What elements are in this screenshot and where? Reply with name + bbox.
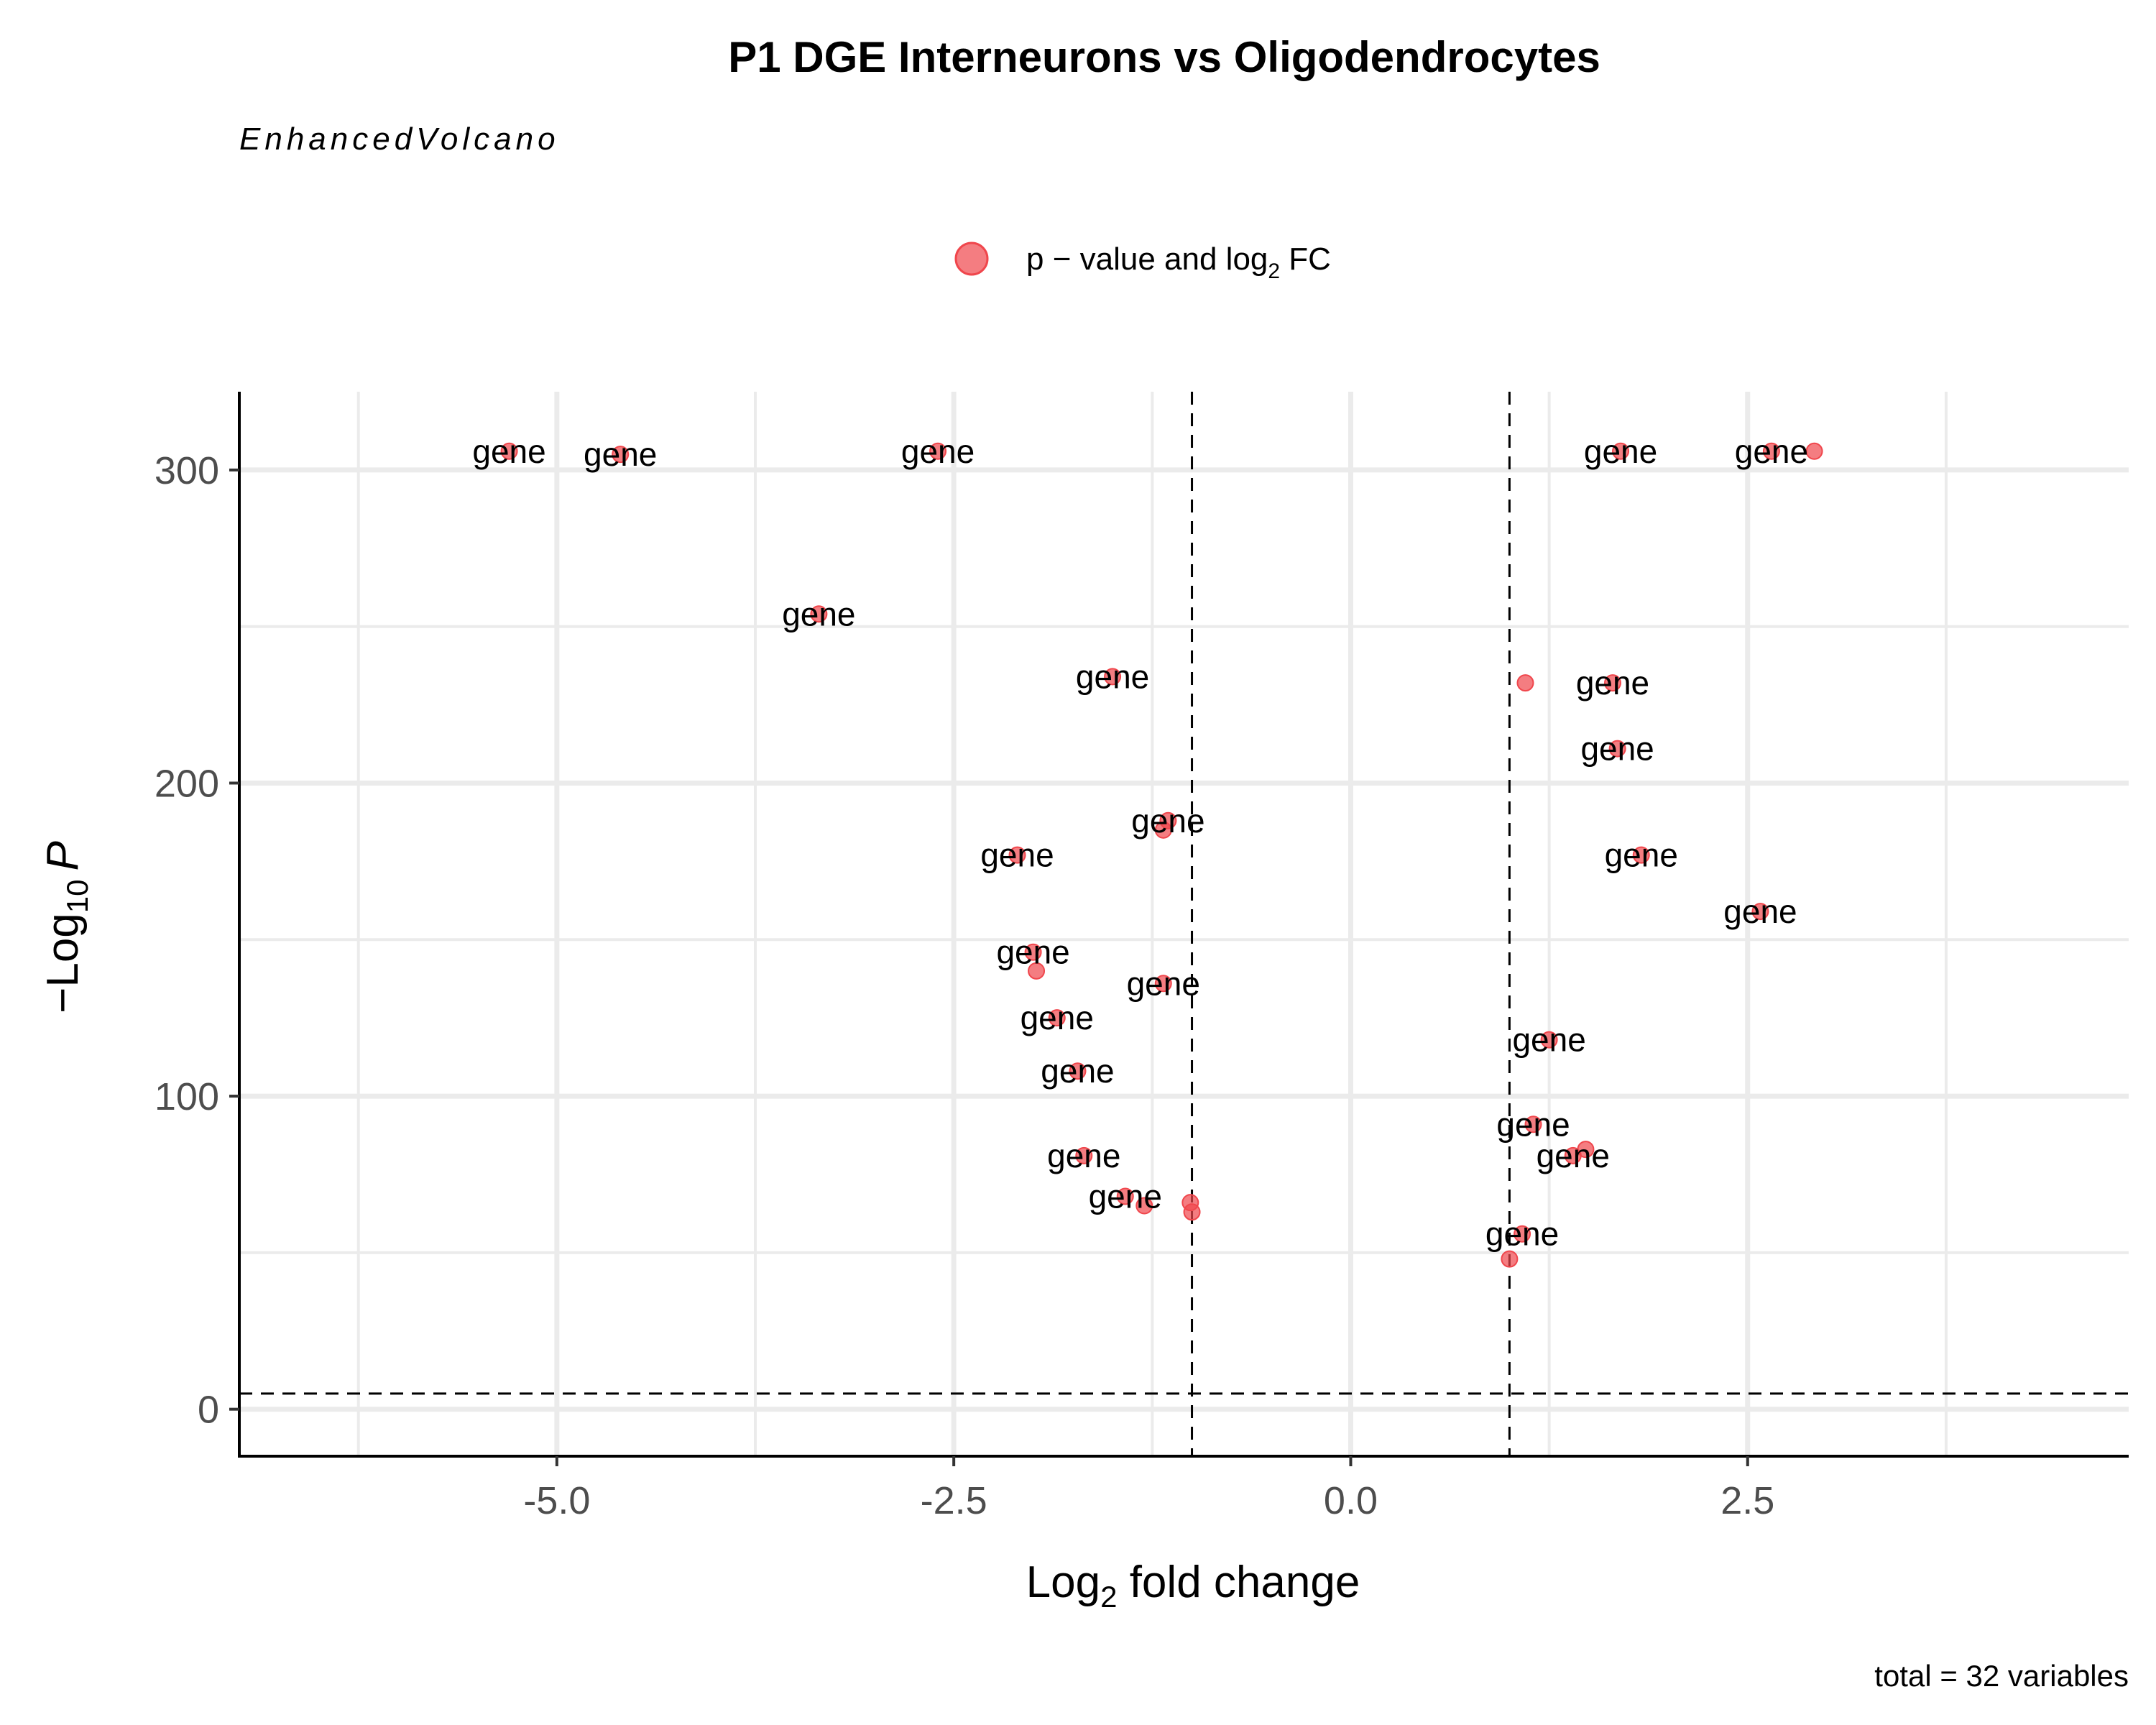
x-tick-label: -5.0 bbox=[523, 1479, 590, 1522]
data-point bbox=[1632, 846, 1650, 864]
x-tick-labels: -5.0 -2.5 0.0 2.5 bbox=[523, 1479, 1774, 1522]
data-point bbox=[1516, 674, 1534, 692]
point-label: gene bbox=[584, 436, 657, 473]
x-axis-title: Log2 fold change bbox=[1026, 1558, 1360, 1614]
data-point bbox=[500, 442, 518, 460]
data-point bbox=[1603, 674, 1621, 692]
data-point bbox=[929, 442, 947, 460]
data-point bbox=[612, 446, 630, 464]
chart-caption: total = 32 variables bbox=[1874, 1659, 2129, 1693]
data-point bbox=[1762, 442, 1780, 460]
data-point bbox=[1564, 1146, 1582, 1164]
y-tick-label: 0 bbox=[198, 1389, 219, 1432]
point-label: gene bbox=[1580, 730, 1654, 768]
data-point bbox=[1183, 1203, 1201, 1221]
data-point bbox=[1154, 975, 1172, 993]
point-label: gene bbox=[1723, 893, 1797, 930]
point-label: gene bbox=[901, 433, 975, 470]
point-labels: gene gene genegenegenegenegenegenegenegene… bbox=[472, 433, 1808, 1253]
x-tick-label: 0.0 bbox=[1324, 1479, 1378, 1522]
point-label: gene bbox=[1131, 802, 1204, 840]
point-label: gene bbox=[1605, 837, 1678, 874]
data-point bbox=[1104, 668, 1122, 686]
data-point bbox=[1751, 903, 1769, 921]
point-label: gene bbox=[1735, 433, 1808, 470]
data-point bbox=[1805, 442, 1823, 460]
data-point bbox=[1024, 943, 1042, 961]
legend: p − value and log2 FC bbox=[954, 242, 1331, 283]
point-label: gene bbox=[1127, 965, 1200, 1002]
point-label: gene bbox=[1584, 433, 1657, 470]
axes bbox=[229, 392, 2129, 1466]
legend-marker bbox=[954, 242, 989, 276]
y-tick-label: 100 bbox=[155, 1075, 219, 1118]
data-point bbox=[1524, 1116, 1542, 1133]
data-point bbox=[1154, 821, 1172, 839]
y-axis-title: −Log10P bbox=[38, 841, 94, 1013]
point-label: gene bbox=[1512, 1021, 1585, 1059]
point-label: gene bbox=[1485, 1215, 1559, 1253]
x-tick-label: 2.5 bbox=[1720, 1479, 1774, 1522]
data-point bbox=[1008, 846, 1026, 864]
data-point bbox=[1514, 1225, 1531, 1243]
data-point bbox=[1028, 962, 1046, 980]
point-label: gene bbox=[1076, 658, 1149, 695]
data-point bbox=[810, 605, 828, 623]
point-label: gene bbox=[1576, 664, 1649, 702]
data-point bbox=[1540, 1031, 1558, 1049]
point-label: gene bbox=[1089, 1177, 1162, 1215]
chart-subtitle: EnhancedVolcano bbox=[239, 121, 560, 157]
y-tick-labels: 0 100 200 300 bbox=[155, 449, 219, 1432]
point-label: gene bbox=[472, 433, 545, 470]
point-label: gene bbox=[1537, 1137, 1610, 1174]
point-label: gene bbox=[1496, 1105, 1570, 1143]
point-label: gene bbox=[1021, 999, 1094, 1036]
point-label: gene bbox=[1047, 1137, 1120, 1174]
data-point bbox=[1501, 1250, 1519, 1268]
point-label: gene bbox=[782, 595, 855, 632]
data-point bbox=[1608, 740, 1626, 758]
data-points bbox=[500, 442, 1823, 1268]
x-tick-label: -2.5 bbox=[921, 1479, 987, 1522]
data-point bbox=[1069, 1062, 1087, 1080]
data-point bbox=[1048, 1009, 1066, 1027]
legend-label: p − value and log2 FC bbox=[1026, 242, 1331, 283]
y-tick-label: 200 bbox=[155, 762, 219, 805]
point-label: gene bbox=[980, 837, 1054, 874]
point-label: gene bbox=[1041, 1052, 1114, 1090]
data-point bbox=[1116, 1187, 1134, 1205]
chart-title: P1 DGE Interneurons vs Oligodendrocytes bbox=[728, 33, 1600, 81]
data-point bbox=[1135, 1197, 1153, 1215]
data-point bbox=[1075, 1146, 1093, 1164]
y-tick-label: 300 bbox=[155, 449, 219, 492]
point-label: gene bbox=[996, 934, 1069, 971]
cutoff-lines bbox=[239, 392, 2129, 1456]
grid bbox=[239, 392, 2129, 1456]
data-point bbox=[1612, 442, 1630, 460]
